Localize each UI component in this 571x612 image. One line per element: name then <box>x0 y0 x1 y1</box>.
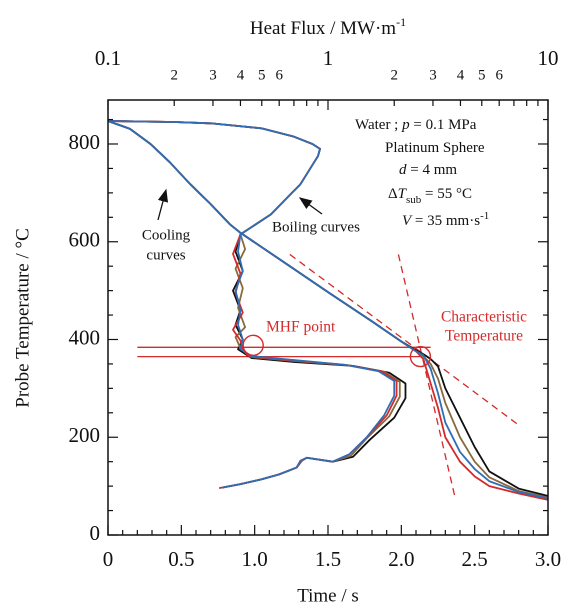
y-tick-label: 200 <box>69 423 101 447</box>
x-axis-title: Time / s <box>297 585 359 606</box>
x2-tick-label: 6 <box>495 67 503 83</box>
cond-text: Water ; <box>355 117 402 133</box>
boiling-curve <box>108 120 396 489</box>
boiling-curve <box>108 120 407 489</box>
condition: ΔTsub = 55 °C <box>388 186 472 205</box>
x2-tick-label: 3 <box>209 67 217 83</box>
condition: Platinum Sphere <box>385 140 485 156</box>
annotation: MHF point <box>266 319 336 336</box>
condition: V = 35 mm·s-1 <box>402 210 489 230</box>
cond-text: V <box>402 213 413 229</box>
cond-text: = 4 mm <box>407 162 458 178</box>
annotation-arrow <box>298 197 323 215</box>
cond-text: sub <box>406 194 422 206</box>
x-tick-label: 0.5 <box>168 547 194 571</box>
reference-line <box>397 254 457 500</box>
cond-text: Δ <box>388 186 398 202</box>
cooling-curve <box>108 120 548 500</box>
highlight-circle <box>409 345 432 368</box>
x-tick-label: 1.5 <box>315 547 341 571</box>
x-tick-label: 2.0 <box>388 547 414 571</box>
annotation-arrow <box>157 188 169 221</box>
annotation: Boiling curves <box>272 219 360 235</box>
conditions: Water ; p = 0.1 MPa Platinum Sphere d = … <box>355 117 489 229</box>
x2-tick-label: 10 <box>538 46 559 70</box>
condition: Water ; p = 0.1 MPa <box>355 117 477 133</box>
x2-tick-label: 5 <box>478 67 486 83</box>
x-tick-label: 2.5 <box>462 547 488 571</box>
x-tick-label: 1.0 <box>242 547 268 571</box>
x-tick-label: 0 <box>103 547 114 571</box>
y-tick-label: 600 <box>69 228 101 252</box>
cond-text: Platinum Sphere <box>385 140 485 156</box>
x2-tick-label: 3 <box>429 67 437 83</box>
y-tick-label: 800 <box>69 130 101 154</box>
annotation: curves <box>146 247 185 263</box>
x2-tick-label: 4 <box>237 67 245 83</box>
cond-text: p <box>401 117 410 133</box>
x2-tick-label: 0.1 <box>95 46 121 70</box>
x2-tick-label: 2 <box>170 67 178 83</box>
y-tick-label: 400 <box>69 325 101 349</box>
x2-title-text: Heat Flux / MW·m <box>250 18 396 39</box>
boiling-curve <box>108 120 398 489</box>
highlight-circle <box>242 334 264 357</box>
annotation: Characteristic <box>441 309 527 326</box>
cond-text: T <box>398 186 408 202</box>
x2-axis-title: Heat Flux / MW·m-1 <box>250 15 406 40</box>
cond-text: -1 <box>480 210 489 222</box>
cond-text: = 35 mm·s <box>411 213 480 229</box>
x2-title-sup: -1 <box>396 15 406 29</box>
plot-area <box>108 120 548 501</box>
annotation: Cooling <box>142 227 191 243</box>
x2-tick-label: 1 <box>323 46 334 70</box>
x-tick-label: 3.0 <box>535 547 561 571</box>
annotation: Temperature <box>445 328 523 345</box>
cond-text: d <box>399 162 407 178</box>
x2-tick-label: 4 <box>457 67 465 83</box>
cond-text: = 55 °C <box>421 186 472 202</box>
y-tick-label: 0 <box>90 521 101 545</box>
y-axis-title: Probe Temperature / °C <box>12 228 33 408</box>
x2-tick-label: 6 <box>275 67 283 83</box>
condition: d = 4 mm <box>399 162 457 178</box>
x2-tick-label: 2 <box>390 67 398 83</box>
boiling-curve <box>108 120 401 489</box>
x2-tick-label: 5 <box>258 67 266 83</box>
cond-text: = 0.1 MPa <box>410 117 477 133</box>
